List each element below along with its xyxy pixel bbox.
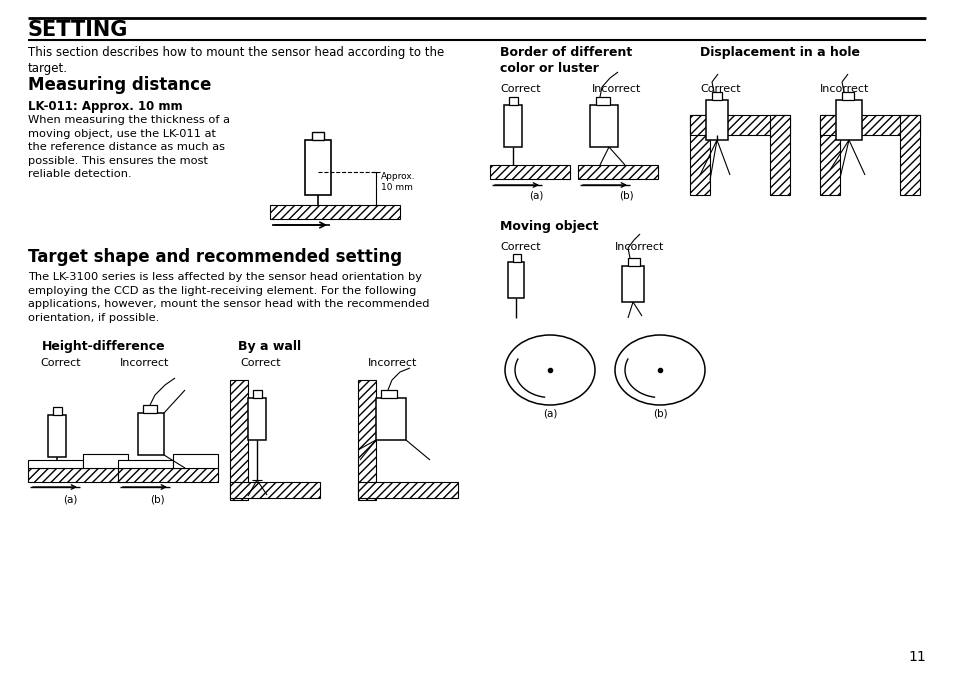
Bar xyxy=(841,92,853,100)
Bar xyxy=(835,100,862,140)
Bar xyxy=(28,460,83,468)
Text: Target shape and recommended setting: Target shape and recommended setting xyxy=(28,248,402,266)
Bar xyxy=(380,390,396,398)
Bar xyxy=(230,380,248,500)
Text: (a): (a) xyxy=(542,408,557,418)
Bar xyxy=(627,258,639,266)
Text: Height-difference: Height-difference xyxy=(42,340,166,353)
Text: Correct: Correct xyxy=(240,358,280,368)
Bar xyxy=(83,454,128,468)
Bar xyxy=(172,454,218,468)
Bar xyxy=(503,105,521,147)
Bar xyxy=(589,105,618,147)
Bar xyxy=(270,205,399,219)
Bar xyxy=(118,468,218,482)
Text: Displacement in a hole: Displacement in a hole xyxy=(700,46,859,59)
Bar xyxy=(230,482,319,498)
Bar xyxy=(899,115,919,195)
Bar xyxy=(509,97,517,105)
Text: Incorrect: Incorrect xyxy=(120,358,170,368)
Text: The LK-3100 series is less affected by the sensor head orientation by
employing : The LK-3100 series is less affected by t… xyxy=(28,272,429,323)
Bar xyxy=(357,482,457,498)
Bar xyxy=(248,398,266,440)
Text: Incorrect: Incorrect xyxy=(615,242,663,252)
Text: LK-011: Approx. 10 mm: LK-011: Approx. 10 mm xyxy=(28,100,182,113)
Bar xyxy=(28,468,128,482)
Bar xyxy=(312,132,324,140)
Bar xyxy=(48,415,66,457)
Text: Correct: Correct xyxy=(700,84,740,94)
Bar xyxy=(705,100,727,140)
Bar xyxy=(53,407,62,415)
Bar xyxy=(689,115,789,135)
Text: By a wall: By a wall xyxy=(237,340,301,353)
Bar xyxy=(578,165,658,179)
Bar xyxy=(118,460,172,468)
Text: SETTING: SETTING xyxy=(28,20,129,40)
Text: 11: 11 xyxy=(907,650,925,664)
Bar xyxy=(711,92,721,100)
Bar xyxy=(820,115,919,135)
Text: Measuring distance: Measuring distance xyxy=(28,76,212,94)
Text: (b): (b) xyxy=(618,190,633,200)
Bar xyxy=(621,266,643,302)
Text: Approx.
10 mm: Approx. 10 mm xyxy=(380,172,416,192)
Text: Correct: Correct xyxy=(499,242,540,252)
Bar xyxy=(138,413,164,455)
Text: (a): (a) xyxy=(528,190,542,200)
Text: This section describes how to mount the sensor head according to the
target.: This section describes how to mount the … xyxy=(28,46,444,75)
Text: (a): (a) xyxy=(63,494,77,504)
Bar xyxy=(305,140,331,195)
Text: When measuring the thickness of a
moving object, use the LK-011 at
the reference: When measuring the thickness of a moving… xyxy=(28,115,230,179)
Bar xyxy=(507,262,523,298)
Bar xyxy=(769,115,789,195)
Bar xyxy=(143,405,157,413)
Text: Incorrect: Incorrect xyxy=(592,84,640,94)
Text: Incorrect: Incorrect xyxy=(820,84,868,94)
Bar xyxy=(253,390,262,398)
Text: (b): (b) xyxy=(150,494,164,504)
Bar xyxy=(820,115,840,195)
Text: Correct: Correct xyxy=(40,358,81,368)
Text: Incorrect: Incorrect xyxy=(368,358,416,368)
Text: Moving object: Moving object xyxy=(499,220,598,233)
Bar xyxy=(490,165,569,179)
Bar xyxy=(596,97,609,105)
Bar xyxy=(689,115,709,195)
Text: Border of different
color or luster: Border of different color or luster xyxy=(499,46,632,75)
Bar xyxy=(513,254,520,262)
Text: (b): (b) xyxy=(652,408,666,418)
Bar xyxy=(375,398,406,440)
Bar xyxy=(357,380,375,500)
Text: Correct: Correct xyxy=(499,84,540,94)
